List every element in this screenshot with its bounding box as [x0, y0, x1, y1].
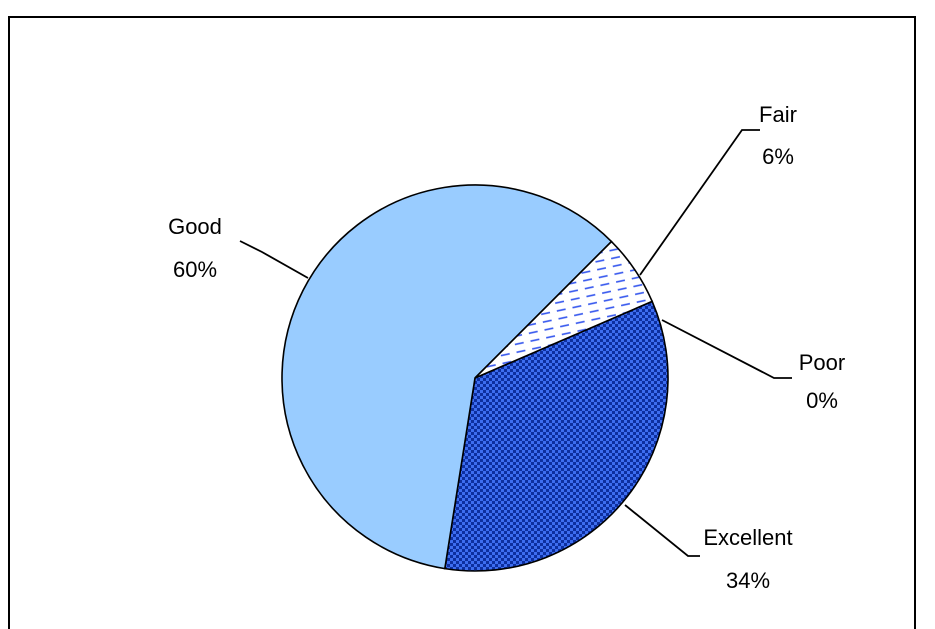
slice-label-good: Good — [168, 214, 222, 239]
slice-label-poor: Poor — [799, 350, 845, 375]
leader-line-excellent — [624, 504, 700, 557]
leader-line-poor — [661, 319, 792, 379]
pie-slice-good — [281, 184, 613, 570]
slice-value-good: 60% — [173, 257, 217, 282]
chart-frame — [8, 16, 916, 629]
slice-value-poor: 0% — [806, 388, 838, 413]
pie-slice-fair — [474, 240, 654, 379]
leader-line-good — [239, 240, 309, 279]
slice-value-excellent: 34% — [726, 568, 770, 593]
leader-line-fair — [639, 129, 760, 276]
slice-label-excellent: Excellent — [703, 525, 792, 550]
slice-label-fair: Fair — [759, 102, 797, 127]
slice-value-fair: 6% — [762, 144, 794, 169]
pie-slice-excellent — [443, 300, 669, 572]
